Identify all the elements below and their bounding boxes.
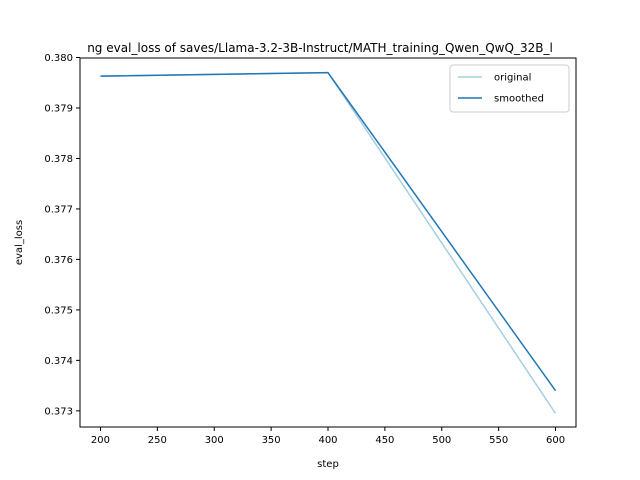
series-layer (100, 71, 557, 414)
series-line-smoothed (100, 71, 557, 392)
y-tick-label-6: 0.379 (44, 103, 73, 114)
y-tick-label-0: 0.373 (44, 406, 73, 417)
x-tick-label-5: 450 (375, 435, 394, 446)
x-tick-label-4: 400 (318, 435, 337, 446)
y-tick-label-5: 0.378 (44, 154, 73, 165)
x-tick-label-7: 550 (489, 435, 508, 446)
y-tick-label-2: 0.375 (44, 305, 73, 316)
x-tick-label-3: 350 (262, 435, 281, 446)
x-tick-label-8: 600 (546, 435, 565, 446)
x-tick-label-1: 250 (148, 435, 167, 446)
y-axis-label: eval_loss (14, 220, 25, 265)
legend-label-original: original (494, 73, 531, 84)
x-tick-label-6: 500 (432, 435, 451, 446)
legend-label-smoothed: smoothed (494, 94, 544, 105)
y-axis: 0.373 0.374 0.375 0.376 0.377 0.378 0.379 0.380 (44, 53, 80, 417)
y-tick-label-7: 0.380 (44, 53, 73, 64)
y-tick-label-4: 0.377 (44, 204, 73, 215)
x-axis-label: step (317, 459, 339, 470)
axes-frame (79, 57, 577, 428)
y-tick-label-3: 0.376 (44, 255, 73, 266)
legend: original smoothed (449, 64, 570, 113)
x-axis: 200 250 300 350 400 450 500 550 600 (91, 427, 565, 446)
x-tick-label-0: 200 (91, 435, 110, 446)
chart-title: ng eval_loss of saves/Llama-3.2-3B-Instr… (87, 41, 553, 55)
y-tick-label-1: 0.374 (44, 356, 73, 367)
x-tick-label-2: 300 (205, 435, 224, 446)
